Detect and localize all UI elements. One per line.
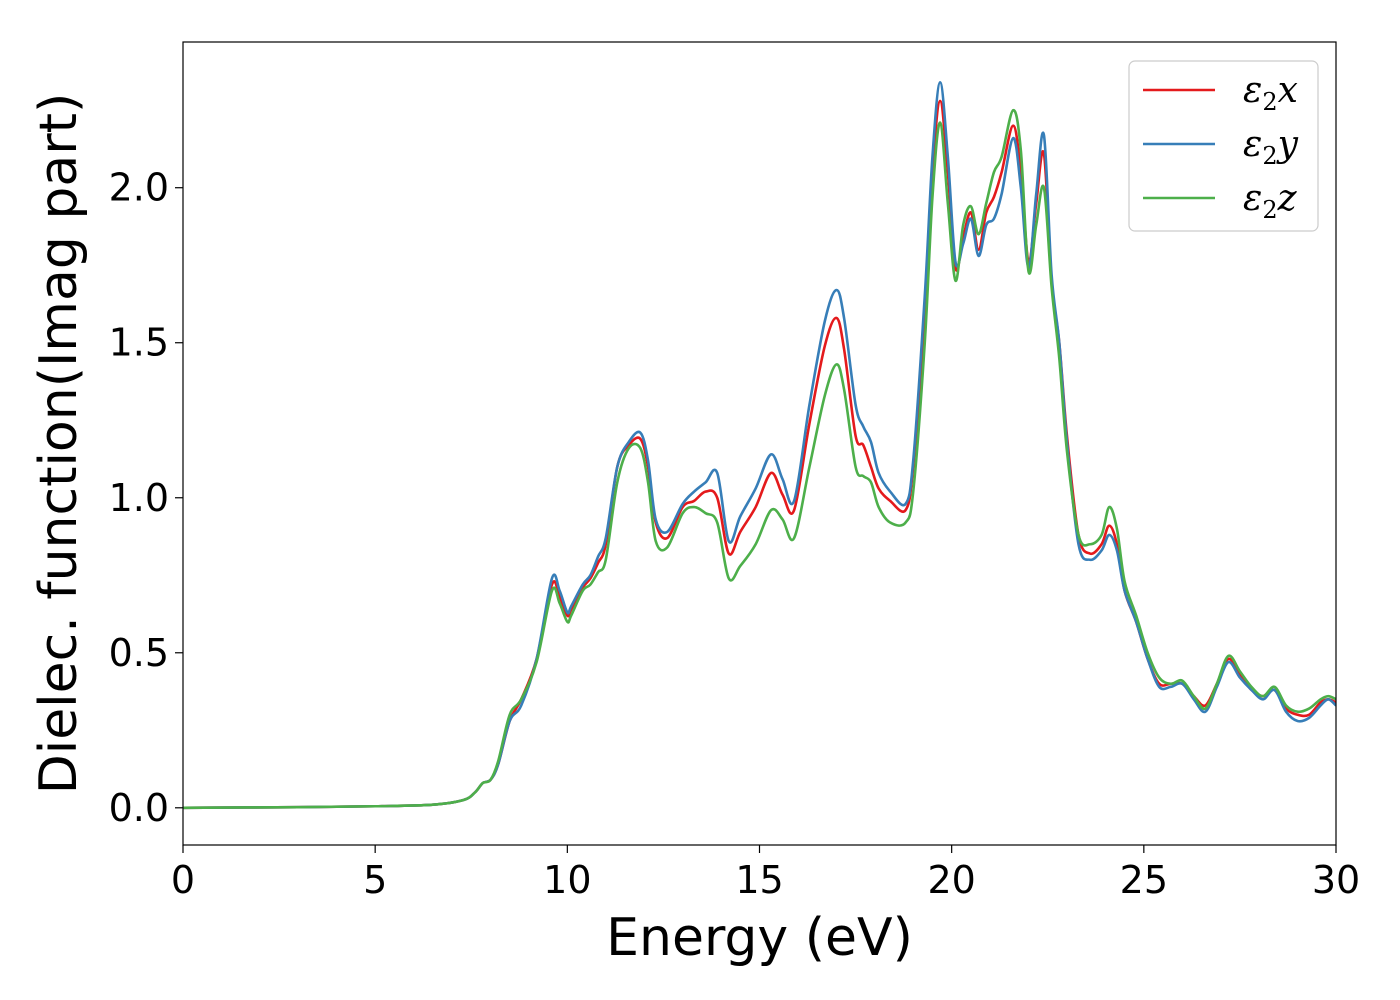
legend-label-z: ε2z [1243,178,1298,224]
y-tick-label: 1.5 [109,321,169,365]
x-tick-label: 0 [171,858,195,902]
x-tick-label: 30 [1312,858,1360,902]
legend-label-x: ε2x [1243,70,1298,116]
legend-box [1128,60,1319,232]
series-line-z [183,108,1336,810]
y-tick-label: 2.0 [109,166,169,210]
x-tick-label: 15 [735,858,783,902]
x-tick-label: 25 [1120,858,1168,902]
y-axis: 0.0 0.5 1.0 1.5 2.0 [109,166,183,830]
plot-area [182,41,1337,846]
x-tick-label: 10 [543,858,591,902]
y-axis-title: Dielec. function(Imag part) [29,93,89,795]
legend: ε2x ε2y ε2z [1128,60,1319,232]
y-tick-label: 0.0 [109,786,169,830]
y-tick-label: 0.5 [109,631,169,675]
y-tick-label: 1.0 [109,476,169,520]
x-tick-label: 20 [927,858,975,902]
x-tick-label: 5 [363,858,387,902]
series-line-y [183,81,1336,810]
x-axis: 0 5 10 15 20 25 30 [171,845,1360,902]
x-axis-title: Energy (eV) [606,908,913,968]
legend-label-y: ε2y [1243,124,1299,170]
